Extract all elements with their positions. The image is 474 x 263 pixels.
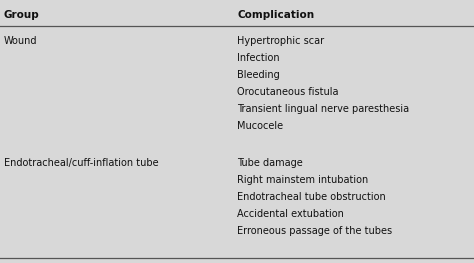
Text: Orocutaneous fistula: Orocutaneous fistula bbox=[237, 87, 338, 97]
Text: Right mainstem intubation: Right mainstem intubation bbox=[237, 175, 368, 185]
Text: Group: Group bbox=[4, 10, 39, 20]
Text: Hypertrophic scar: Hypertrophic scar bbox=[237, 36, 324, 46]
Text: Tube damage: Tube damage bbox=[237, 158, 303, 168]
Text: Mucocele: Mucocele bbox=[237, 121, 283, 131]
Text: Transient lingual nerve paresthesia: Transient lingual nerve paresthesia bbox=[237, 104, 409, 114]
Text: Endotracheal/cuff-inflation tube: Endotracheal/cuff-inflation tube bbox=[4, 158, 158, 168]
Text: Complication: Complication bbox=[237, 10, 314, 20]
Text: Bleeding: Bleeding bbox=[237, 70, 280, 80]
Text: Accidental extubation: Accidental extubation bbox=[237, 209, 344, 219]
Text: Wound: Wound bbox=[4, 36, 37, 46]
Text: Infection: Infection bbox=[237, 53, 280, 63]
Text: Erroneous passage of the tubes: Erroneous passage of the tubes bbox=[237, 226, 392, 236]
Text: Endotracheal tube obstruction: Endotracheal tube obstruction bbox=[237, 192, 386, 202]
